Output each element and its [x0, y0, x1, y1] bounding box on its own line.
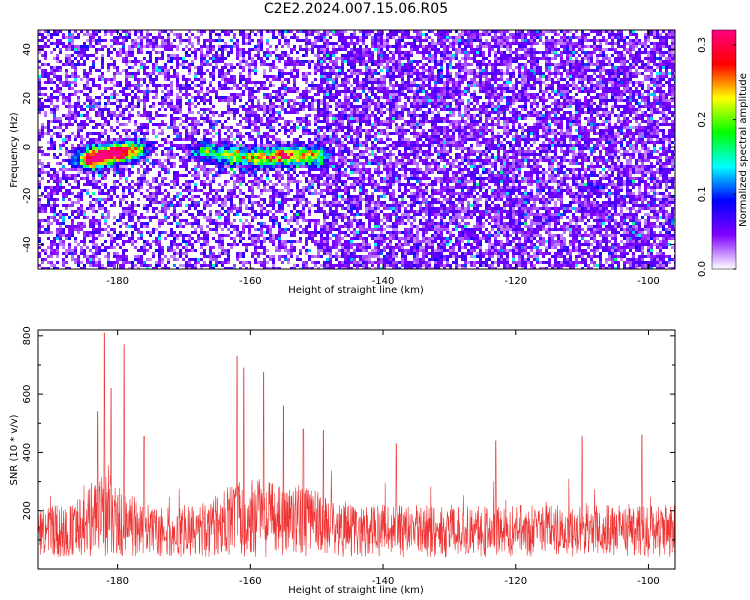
colorbar-tick-label: 0.3 — [697, 37, 708, 53]
snr-x-tick-label: -120 — [504, 576, 527, 587]
heatmap-x-tick-label: -140 — [372, 276, 395, 287]
heatmap-x-tick-label: -120 — [504, 276, 527, 287]
heatmap-plot-area — [38, 30, 675, 269]
colorbar-tick-label: 0.1 — [697, 186, 708, 202]
heatmap-frame — [37, 29, 676, 270]
colorbar-gradient — [712, 30, 736, 269]
snr-y-axis-label: SNR (10 * v/v) — [9, 414, 20, 485]
snr-x-tick-label: -140 — [372, 576, 395, 587]
chart-title: C2E2.2024.007.15.06.R05 — [263, 1, 449, 17]
snr-y-tick-label: 800 — [22, 326, 33, 345]
colorbar-label: Normalized spectral amplitude — [738, 73, 749, 227]
snr-y-tick-label: 400 — [22, 443, 33, 462]
heatmap-y-tick-label: 20 — [22, 92, 33, 105]
snr-panel: -180 -160 -140 -120 -100 200 400 600 800 Height… — [9, 326, 676, 596]
snr-x-tick-label: -160 — [239, 576, 262, 587]
snr-series-line — [38, 332, 675, 558]
heatmap-x-tick-label: -160 — [239, 276, 262, 287]
heatmap-x-tick-label: -180 — [106, 276, 129, 287]
snr-y-tick-label: 600 — [22, 385, 33, 404]
snr-x-axis-label: Height of straight line (km) — [288, 585, 424, 596]
heatmap-cells — [38, 30, 675, 269]
colorbar-tick-label: 0.0 — [697, 261, 708, 277]
colorbar-frame — [711, 29, 737, 270]
heatmap-y-axis: -40 -20 0 20 40 — [22, 43, 675, 253]
snr-x-tick-label: -100 — [637, 576, 660, 587]
snr-x-tick-label: -180 — [106, 576, 129, 587]
colorbar: 0.0 0.1 0.2 0.3 Normalized spectral amplitu… — [697, 29, 749, 277]
snr-frame — [37, 329, 676, 570]
heatmap-panel: -180 -160 -140 -120 -100 -40 -20 0 20 40 Height … — [9, 29, 676, 296]
colorbar-ticks: 0.0 0.1 0.2 0.3 — [697, 37, 736, 277]
snr-y-axis: 200 400 600 800 — [22, 326, 675, 541]
heatmap-x-axis: -180 -160 -140 -120 -100 — [106, 30, 660, 287]
heatmap-y-axis-label: Frequency (Hz) — [9, 112, 20, 188]
colorbar-tick-label: 0.2 — [697, 112, 708, 128]
heatmap-y-tick-label: 0 — [22, 144, 33, 150]
heatmap-x-tick-label: -100 — [637, 276, 660, 287]
heatmap-y-tick-label: -40 — [22, 236, 33, 252]
snr-x-axis: -180 -160 -140 -120 -100 — [106, 330, 660, 587]
heatmap-y-tick-label: 40 — [22, 43, 33, 56]
heatmap-x-axis-label: Height of straight line (km) — [288, 285, 424, 296]
snr-y-tick-label: 200 — [22, 501, 33, 520]
heatmap-y-tick-label: -20 — [22, 188, 33, 204]
